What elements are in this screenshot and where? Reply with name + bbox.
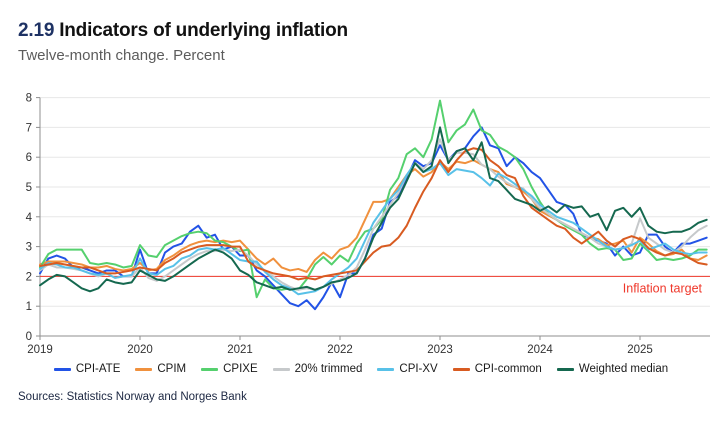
legend-swatch-icon <box>201 367 219 371</box>
inflation-chart: 0 1 2 3 4 5 6 7 8 2019 2020 2021 2022 2023 2024 2025 Inf… <box>26 93 710 356</box>
series-line-cpi-common <box>39 147 708 281</box>
legend-swatch-icon <box>53 367 71 371</box>
figure-title-text: Indicators of underlying inflation <box>59 20 348 41</box>
inflation-target-label: Inflation target <box>623 281 703 295</box>
legend-item-weighted-median: Weighted median <box>556 363 669 375</box>
y-tick-label: 7 <box>26 122 32 134</box>
y-tick-label: 0 <box>26 331 32 343</box>
inflation-target-line: Inflation target <box>40 275 710 295</box>
legend-item-cpixe: CPIXE <box>201 363 258 375</box>
legend-swatch-icon <box>377 367 395 371</box>
figure-subtitle: Twelve-month change. Percent <box>18 47 225 64</box>
series-line-cpim <box>39 159 708 273</box>
series-line-weighted-median <box>39 126 708 293</box>
legend-label: 20% trimmed <box>294 363 363 375</box>
x-tick-label: 2021 <box>227 344 253 356</box>
legend-label: CPI-XV <box>399 363 438 375</box>
y-tick-label: 4 <box>26 212 33 224</box>
chart-legend: CPI-ATE CPIM CPIXE 20% trimmed CPI-XV CPI-com… <box>0 363 722 375</box>
figure-number: 2.19 <box>18 20 55 41</box>
legend-label: CPI-common <box>474 363 542 375</box>
x-tick-label: 2024 <box>527 344 553 356</box>
y-tick-label: 5 <box>26 182 32 194</box>
series-line-cpi-xv <box>39 162 708 296</box>
x-tick-label: 2023 <box>427 344 453 356</box>
figure-header: 2.19 Indicators of underlying inflation T… <box>18 20 348 64</box>
legend-label: Weighted median <box>578 363 669 375</box>
legend-item-cpi-common: CPI-common <box>452 363 542 375</box>
legend-label: CPI-ATE <box>75 363 121 375</box>
y-tick-label: 2 <box>26 271 32 283</box>
x-tick-label: 2022 <box>327 344 353 356</box>
legend-label: CPIM <box>157 363 187 375</box>
x-tick-label: 2025 <box>627 344 653 356</box>
page-title: 2.19 Indicators of underlying inflation <box>18 20 348 42</box>
legend-item-cpim: CPIM <box>135 363 186 375</box>
sources-note: Sources: Statistics Norway and Norges Ba… <box>18 391 247 403</box>
series-line-20-trimmed <box>39 138 708 291</box>
series-lines <box>39 99 708 311</box>
legend-swatch-icon <box>135 367 153 371</box>
y-tick-label: 8 <box>26 93 32 105</box>
legend-label: CPIXE <box>223 363 258 375</box>
x-tick-label: 2019 <box>27 344 53 356</box>
legend-item-cpi-xv: CPI-XV <box>377 363 438 375</box>
y-tick-label: 3 <box>26 242 32 254</box>
legend-item-20-trimmed: 20% trimmed <box>272 363 363 375</box>
x-tick-label: 2020 <box>127 344 153 356</box>
y-tick-label: 1 <box>26 301 32 313</box>
legend-swatch-icon <box>272 367 290 371</box>
axes: 0 1 2 3 4 5 6 7 8 2019 2020 2021 2022 2023 2024 2025 <box>26 93 710 356</box>
y-tick-label: 6 <box>26 152 32 164</box>
legend-swatch-icon <box>556 367 574 371</box>
series-line-cpi-ate <box>39 126 708 311</box>
legend-item-cpi-ate: CPI-ATE <box>53 363 121 375</box>
legend-swatch-icon <box>452 367 470 371</box>
